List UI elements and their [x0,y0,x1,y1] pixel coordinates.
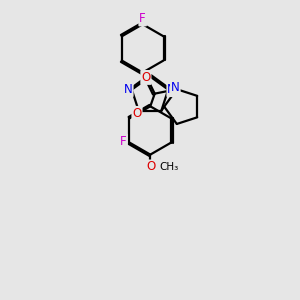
Text: O: O [146,160,155,173]
Text: O: O [141,71,151,84]
Text: F: F [139,13,146,26]
Text: N: N [124,83,133,96]
Text: N: N [171,81,180,94]
Text: CH₃: CH₃ [160,162,179,172]
Text: F: F [120,135,127,148]
Text: N: N [167,83,176,96]
Text: O: O [132,107,142,120]
